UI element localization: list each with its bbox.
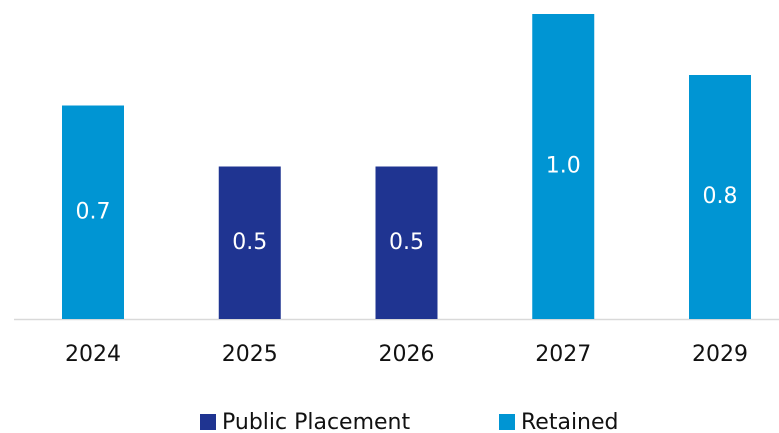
data-label: 0.5 xyxy=(232,230,267,255)
x-tick-label: 2027 xyxy=(535,342,591,367)
x-tick-label: 2024 xyxy=(65,342,121,367)
bar xyxy=(689,75,751,319)
x-tick-label: 2025 xyxy=(222,342,278,367)
bar xyxy=(532,14,595,319)
legend-label: Public Placement xyxy=(222,410,411,433)
legend-swatch xyxy=(499,414,515,430)
legend-swatch xyxy=(200,414,216,430)
data-label: 0.7 xyxy=(76,199,111,224)
data-label: 0.8 xyxy=(703,184,738,209)
data-label: 1.0 xyxy=(546,154,581,179)
x-tick-label: 2029 xyxy=(692,342,748,367)
legend-label: Retained xyxy=(521,410,619,433)
bar xyxy=(375,166,438,319)
x-tick-label: 2026 xyxy=(379,342,435,367)
bar xyxy=(218,166,281,319)
bar xyxy=(62,105,124,319)
data-label: 0.5 xyxy=(389,230,424,255)
